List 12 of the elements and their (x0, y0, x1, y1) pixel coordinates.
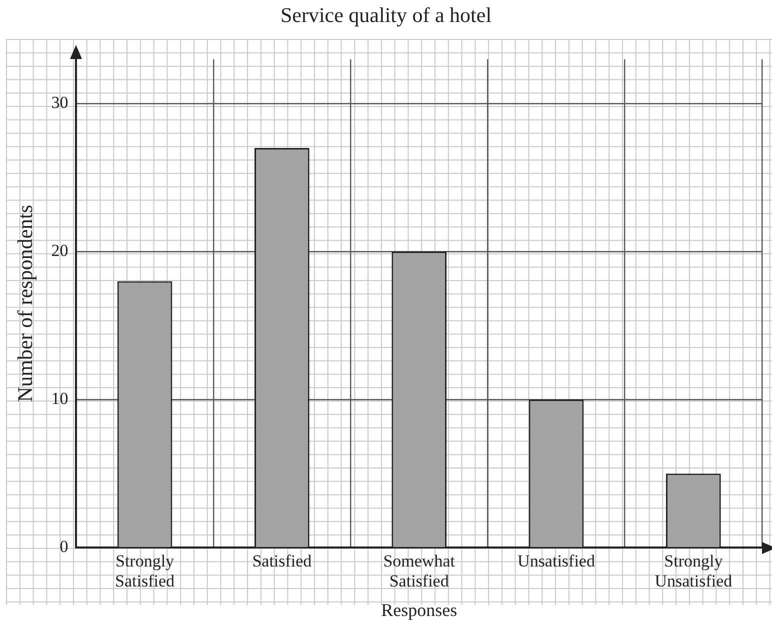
x-tick-label: Satisfied (252, 551, 312, 570)
chart-title: Service quality of a hotel (280, 3, 492, 28)
y-tick-label: 30 (51, 93, 68, 112)
y-tick-label: 20 (51, 241, 68, 260)
x-tick-label: Somewhat Satisfied (383, 551, 456, 591)
x-tick-label: Strongly Unsatisfied (654, 551, 733, 591)
x-tick-label: Unsatisfied (518, 551, 596, 570)
x-axis-title: Responses (381, 600, 458, 620)
y-axis-title: Number of respondents (13, 204, 38, 402)
x-tick-label: Strongly Satisfied (115, 551, 176, 591)
y-tick-label: 10 (51, 389, 68, 408)
y-tick-label: 0 (60, 537, 68, 556)
